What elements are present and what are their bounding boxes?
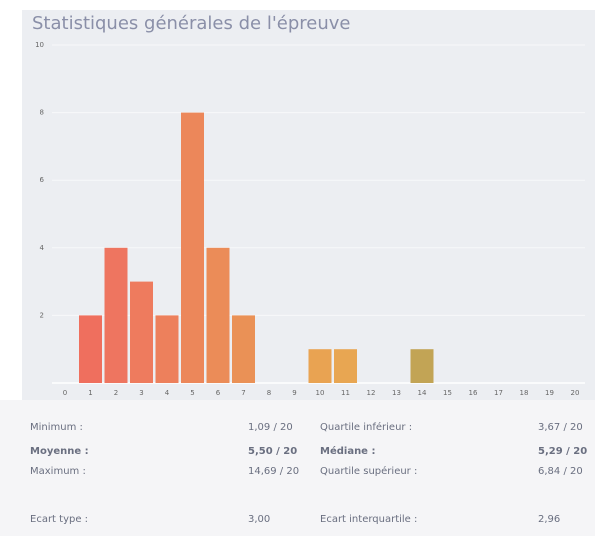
bar (181, 112, 204, 383)
stat-text: 5,29 / 20 (538, 446, 587, 457)
x-tick-label: 7 (241, 389, 245, 397)
bar (206, 247, 230, 383)
x-tick-label: 5 (190, 389, 194, 397)
y-tick-label: 2 (40, 311, 44, 319)
bar (232, 315, 255, 383)
stat-text: Minimum : (30, 422, 83, 433)
stat-text: 3,67 / 20 (538, 422, 583, 433)
x-tick-label: 17 (494, 389, 503, 397)
x-tick-label: 4 (165, 389, 170, 397)
x-tick-label: 12 (367, 389, 376, 397)
x-tick-label: 18 (520, 389, 529, 397)
x-tick-label: 16 (469, 389, 478, 397)
bar (155, 315, 179, 383)
x-tick-label: 6 (216, 389, 221, 397)
stat-text: 6,84 / 20 (538, 466, 583, 477)
stat-text: Quartile supérieur : (320, 465, 417, 477)
x-tick-label: 8 (267, 389, 271, 397)
stat-text: Ecart interquartile : (320, 514, 417, 525)
x-tick-label: 19 (545, 389, 554, 397)
x-tick-label: 15 (443, 389, 452, 397)
x-tick-label: 20 (571, 389, 580, 397)
chart-title: Statistiques générales de l'épreuve (32, 13, 351, 34)
x-tick-label: 1 (88, 389, 92, 397)
stat-text: Moyenne : (30, 446, 89, 457)
stat-text: 3,00 (248, 514, 270, 525)
stat-text: Quartile inférieur : (320, 421, 412, 433)
bar (334, 349, 357, 383)
bar (130, 281, 153, 383)
y-tick-label: 10 (35, 41, 44, 49)
y-tick-label: 4 (40, 244, 45, 252)
x-tick-label: 11 (341, 389, 350, 397)
stat-text: 2,96 (538, 514, 560, 525)
bar (104, 247, 128, 383)
x-tick-label: 13 (392, 389, 401, 397)
x-tick-label: 14 (418, 389, 427, 397)
stat-text: Médiane : (320, 445, 375, 457)
y-tick-label: 8 (40, 109, 44, 117)
stat-text: Maximum : (30, 466, 86, 477)
bar (410, 349, 434, 383)
bar (308, 349, 332, 383)
stats-panel (0, 400, 595, 536)
x-tick-label: 9 (292, 389, 296, 397)
x-tick-label: 2 (114, 389, 118, 397)
y-tick-label: 6 (40, 176, 45, 184)
x-tick-label: 3 (139, 389, 143, 397)
stat-text: 14,69 / 20 (248, 466, 299, 477)
x-tick-label: 10 (316, 389, 325, 397)
stat-text: Ecart type : (30, 514, 88, 525)
x-tick-label: 0 (63, 389, 67, 397)
stat-text: 1,09 / 20 (248, 422, 293, 433)
bar (79, 315, 102, 383)
stat-text: 5,50 / 20 (248, 446, 297, 457)
